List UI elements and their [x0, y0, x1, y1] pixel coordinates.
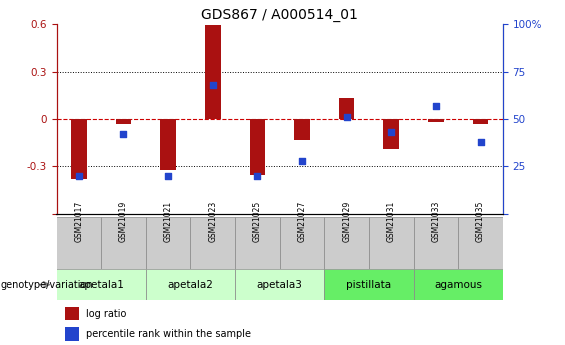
Point [297, 158, 306, 164]
Bar [369, 217, 414, 269]
Text: GSM21019: GSM21019 [119, 201, 128, 242]
Bar [56, 217, 101, 269]
Point [74, 173, 84, 179]
Text: GSM21033: GSM21033 [432, 201, 440, 242]
Text: GSM21035: GSM21035 [476, 201, 485, 242]
Bar [146, 217, 190, 269]
Point [432, 103, 441, 108]
Point [164, 173, 173, 179]
Bar [146, 269, 235, 300]
Bar [414, 217, 458, 269]
Text: pistillata: pistillata [346, 280, 392, 289]
Bar [339, 98, 354, 119]
Bar [66, 307, 79, 320]
Point [208, 82, 218, 88]
Bar [324, 269, 414, 300]
Text: apetala2: apetala2 [167, 280, 214, 289]
Bar [235, 269, 324, 300]
Text: GSM21027: GSM21027 [298, 201, 306, 242]
Bar [473, 119, 488, 124]
Point [119, 131, 128, 137]
Text: genotype/variation: genotype/variation [1, 280, 93, 289]
Bar [71, 119, 86, 179]
Text: agamous: agamous [434, 280, 482, 289]
Bar [384, 119, 399, 149]
Bar [414, 269, 503, 300]
Bar [160, 119, 176, 170]
Bar [280, 217, 324, 269]
Bar [56, 269, 146, 300]
Text: GSM21031: GSM21031 [387, 201, 396, 242]
Text: GSM21023: GSM21023 [208, 201, 217, 242]
Point [476, 139, 485, 145]
Text: GSM21017: GSM21017 [75, 201, 83, 242]
Bar [324, 217, 369, 269]
Text: apetala3: apetala3 [257, 280, 303, 289]
Text: GSM21029: GSM21029 [342, 201, 351, 242]
Bar [66, 327, 79, 341]
Bar [250, 119, 265, 175]
Bar [101, 217, 146, 269]
Point [387, 129, 396, 135]
Title: GDS867 / A000514_01: GDS867 / A000514_01 [201, 8, 358, 22]
Text: GSM21025: GSM21025 [253, 201, 262, 242]
Text: apetala1: apetala1 [78, 280, 124, 289]
Text: log ratio: log ratio [85, 309, 126, 318]
Bar [458, 217, 503, 269]
Text: GSM21021: GSM21021 [164, 201, 172, 242]
Bar [190, 217, 235, 269]
Point [253, 173, 262, 179]
Bar [116, 119, 131, 124]
Bar [205, 25, 220, 119]
Bar [235, 217, 280, 269]
Bar [294, 119, 310, 140]
Point [342, 114, 351, 120]
Bar [428, 119, 444, 122]
Text: percentile rank within the sample: percentile rank within the sample [85, 329, 250, 339]
